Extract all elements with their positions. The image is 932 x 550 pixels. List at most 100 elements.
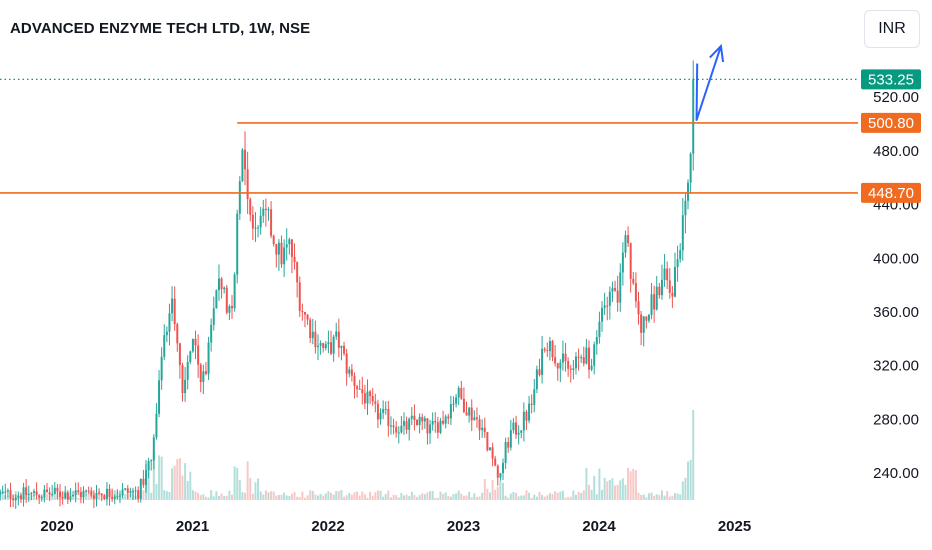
candle-body [25,487,28,496]
candle-body [679,250,682,260]
candle-body [56,487,59,492]
candle-body [637,301,640,315]
candle-body [614,288,617,291]
volume-bar [238,480,241,500]
candle-body [158,380,161,414]
candle-body [223,287,226,290]
volume-bar [645,497,648,500]
candle-body [462,398,465,413]
volume-bar [400,492,403,500]
volume-bar [676,493,679,500]
price-axis[interactable]: 240.00280.00320.00360.00400.00440.00480.… [873,89,919,482]
candle-body [616,290,619,303]
candle-body [280,242,283,265]
candle-body [147,461,150,471]
volume-bar [687,461,690,500]
volume-bar [684,477,687,500]
volume-bar [601,489,604,500]
volume-bar [270,491,273,500]
candle-body [131,490,134,492]
time-tick-label: 2025 [718,518,751,535]
volume-bar [72,495,75,500]
candle-body [423,418,426,422]
candle-body [217,278,220,291]
volume-bar [259,491,262,500]
volume-bar [168,492,171,500]
volume-bar [207,497,210,500]
candle-body [283,247,286,265]
candle-body [241,149,244,182]
volume-bar [389,497,392,500]
candle-body [465,412,468,416]
candle-body [574,356,577,369]
candle-body [244,149,247,170]
volume-bar [298,497,301,500]
candle-body [43,489,46,498]
volume-bar [332,494,335,500]
time-tick-label: 2020 [40,518,73,535]
candle-body [14,497,17,501]
candle-body [98,492,101,494]
level-label-0-box [861,112,921,133]
last-price-label-box [861,69,921,90]
candle-body [272,235,275,244]
candle-body [202,371,205,383]
volume-bar [619,480,622,500]
volume-bar [85,496,88,500]
volume-bar [129,494,132,500]
volume-bar [475,496,478,500]
candle-body [238,181,241,214]
candle-body [332,336,335,354]
candle-body [392,425,395,428]
volume-bar [191,490,194,500]
volume-bar [465,495,468,500]
candle-body [72,494,75,497]
volume-bar [392,494,395,500]
candle-body [468,407,471,416]
candle-body [603,305,606,308]
time-axis[interactable]: 2020 2021 2022 2023 2024 2025 [40,518,751,535]
volume-bar [608,480,611,500]
volume-bar [582,490,585,500]
volume-bar [160,456,163,500]
volume-bar [616,484,619,500]
volume-bar [147,465,150,500]
candle-body [585,347,588,364]
candle-body [546,350,549,352]
price-tick-label: 240.00 [873,465,919,482]
candle-body [126,488,129,493]
candle-body [668,280,671,293]
candle-body [436,422,439,433]
volume-bar [606,481,609,500]
candle-body [322,343,325,349]
volume-bar [371,495,374,500]
volume-bar [478,496,481,500]
volume-bar [418,495,421,500]
volume-bar [621,478,624,500]
candlesticks [0,60,695,509]
volume-bar [525,490,528,500]
price-labels: 533.25 500.80 448.70 [861,69,921,203]
candle-body [402,421,405,426]
candle-body [475,417,478,420]
candle-body [311,331,314,339]
candle-body [460,387,463,399]
candle-body [507,442,510,448]
candle-body [275,243,278,255]
candle-body [400,425,403,433]
volume-bar [569,496,572,500]
candle-body [61,496,64,499]
candle-body [53,487,56,495]
volume-bar [306,495,309,500]
volume-bar [395,495,398,500]
last-price-label: 533.25 [868,71,914,88]
currency-button[interactable]: INR [864,10,920,48]
volume-bar [275,495,278,500]
candle-body [22,487,25,500]
price-tick-label: 400.00 [873,250,919,267]
candle-body [577,356,580,358]
candle-body [684,200,687,216]
candle-body [494,458,497,466]
candle-body [267,209,270,211]
